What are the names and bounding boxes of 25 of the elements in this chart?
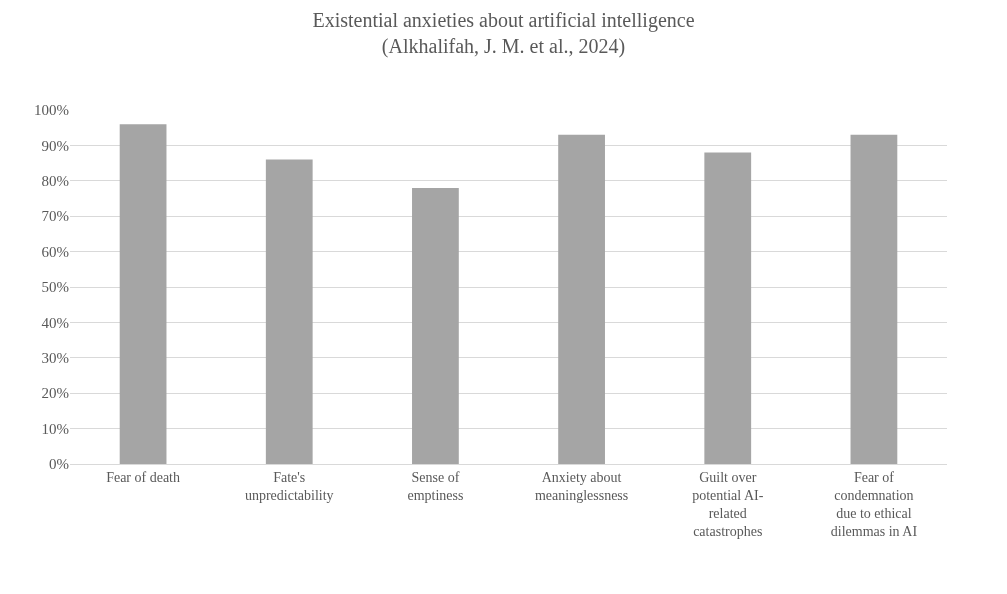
bar xyxy=(850,134,898,464)
x-tick-label: Sense of emptiness xyxy=(407,469,464,503)
bar xyxy=(119,124,167,464)
bar xyxy=(558,134,605,464)
chart-title: Existential anxieties about artificial intelligence xyxy=(312,8,695,32)
chart-subtitle: (Alkhalifah, J. M. et al., 2024) xyxy=(381,34,626,58)
y-tick-label: 60% xyxy=(41,243,69,260)
y-tick-label: 20% xyxy=(41,385,69,402)
y-tick-label: 100% xyxy=(34,102,69,119)
bar xyxy=(265,159,313,464)
x-tick-label: Fate's unpredictability xyxy=(244,469,334,503)
y-tick-label: 80% xyxy=(41,173,69,190)
x-tick-label: Fear of condemnation due to ethical dilemmas in AI xyxy=(830,469,918,540)
y-tick-label: 40% xyxy=(41,314,69,331)
x-tick-label: Guilt over potential AI-related catastrophes xyxy=(692,469,764,540)
bar xyxy=(704,152,752,464)
y-tick-label: 30% xyxy=(41,350,69,367)
y-tick-label: 10% xyxy=(41,420,69,437)
x-tick-label: Fear of death xyxy=(106,469,181,485)
y-tick-label: 50% xyxy=(41,279,69,296)
y-tick-label: 90% xyxy=(41,137,69,154)
y-tick-label: 70% xyxy=(41,208,69,225)
bar xyxy=(412,187,459,464)
x-tick-label: Anxiety about meaninglessness xyxy=(534,469,629,503)
y-tick-label: 0% xyxy=(49,456,69,473)
